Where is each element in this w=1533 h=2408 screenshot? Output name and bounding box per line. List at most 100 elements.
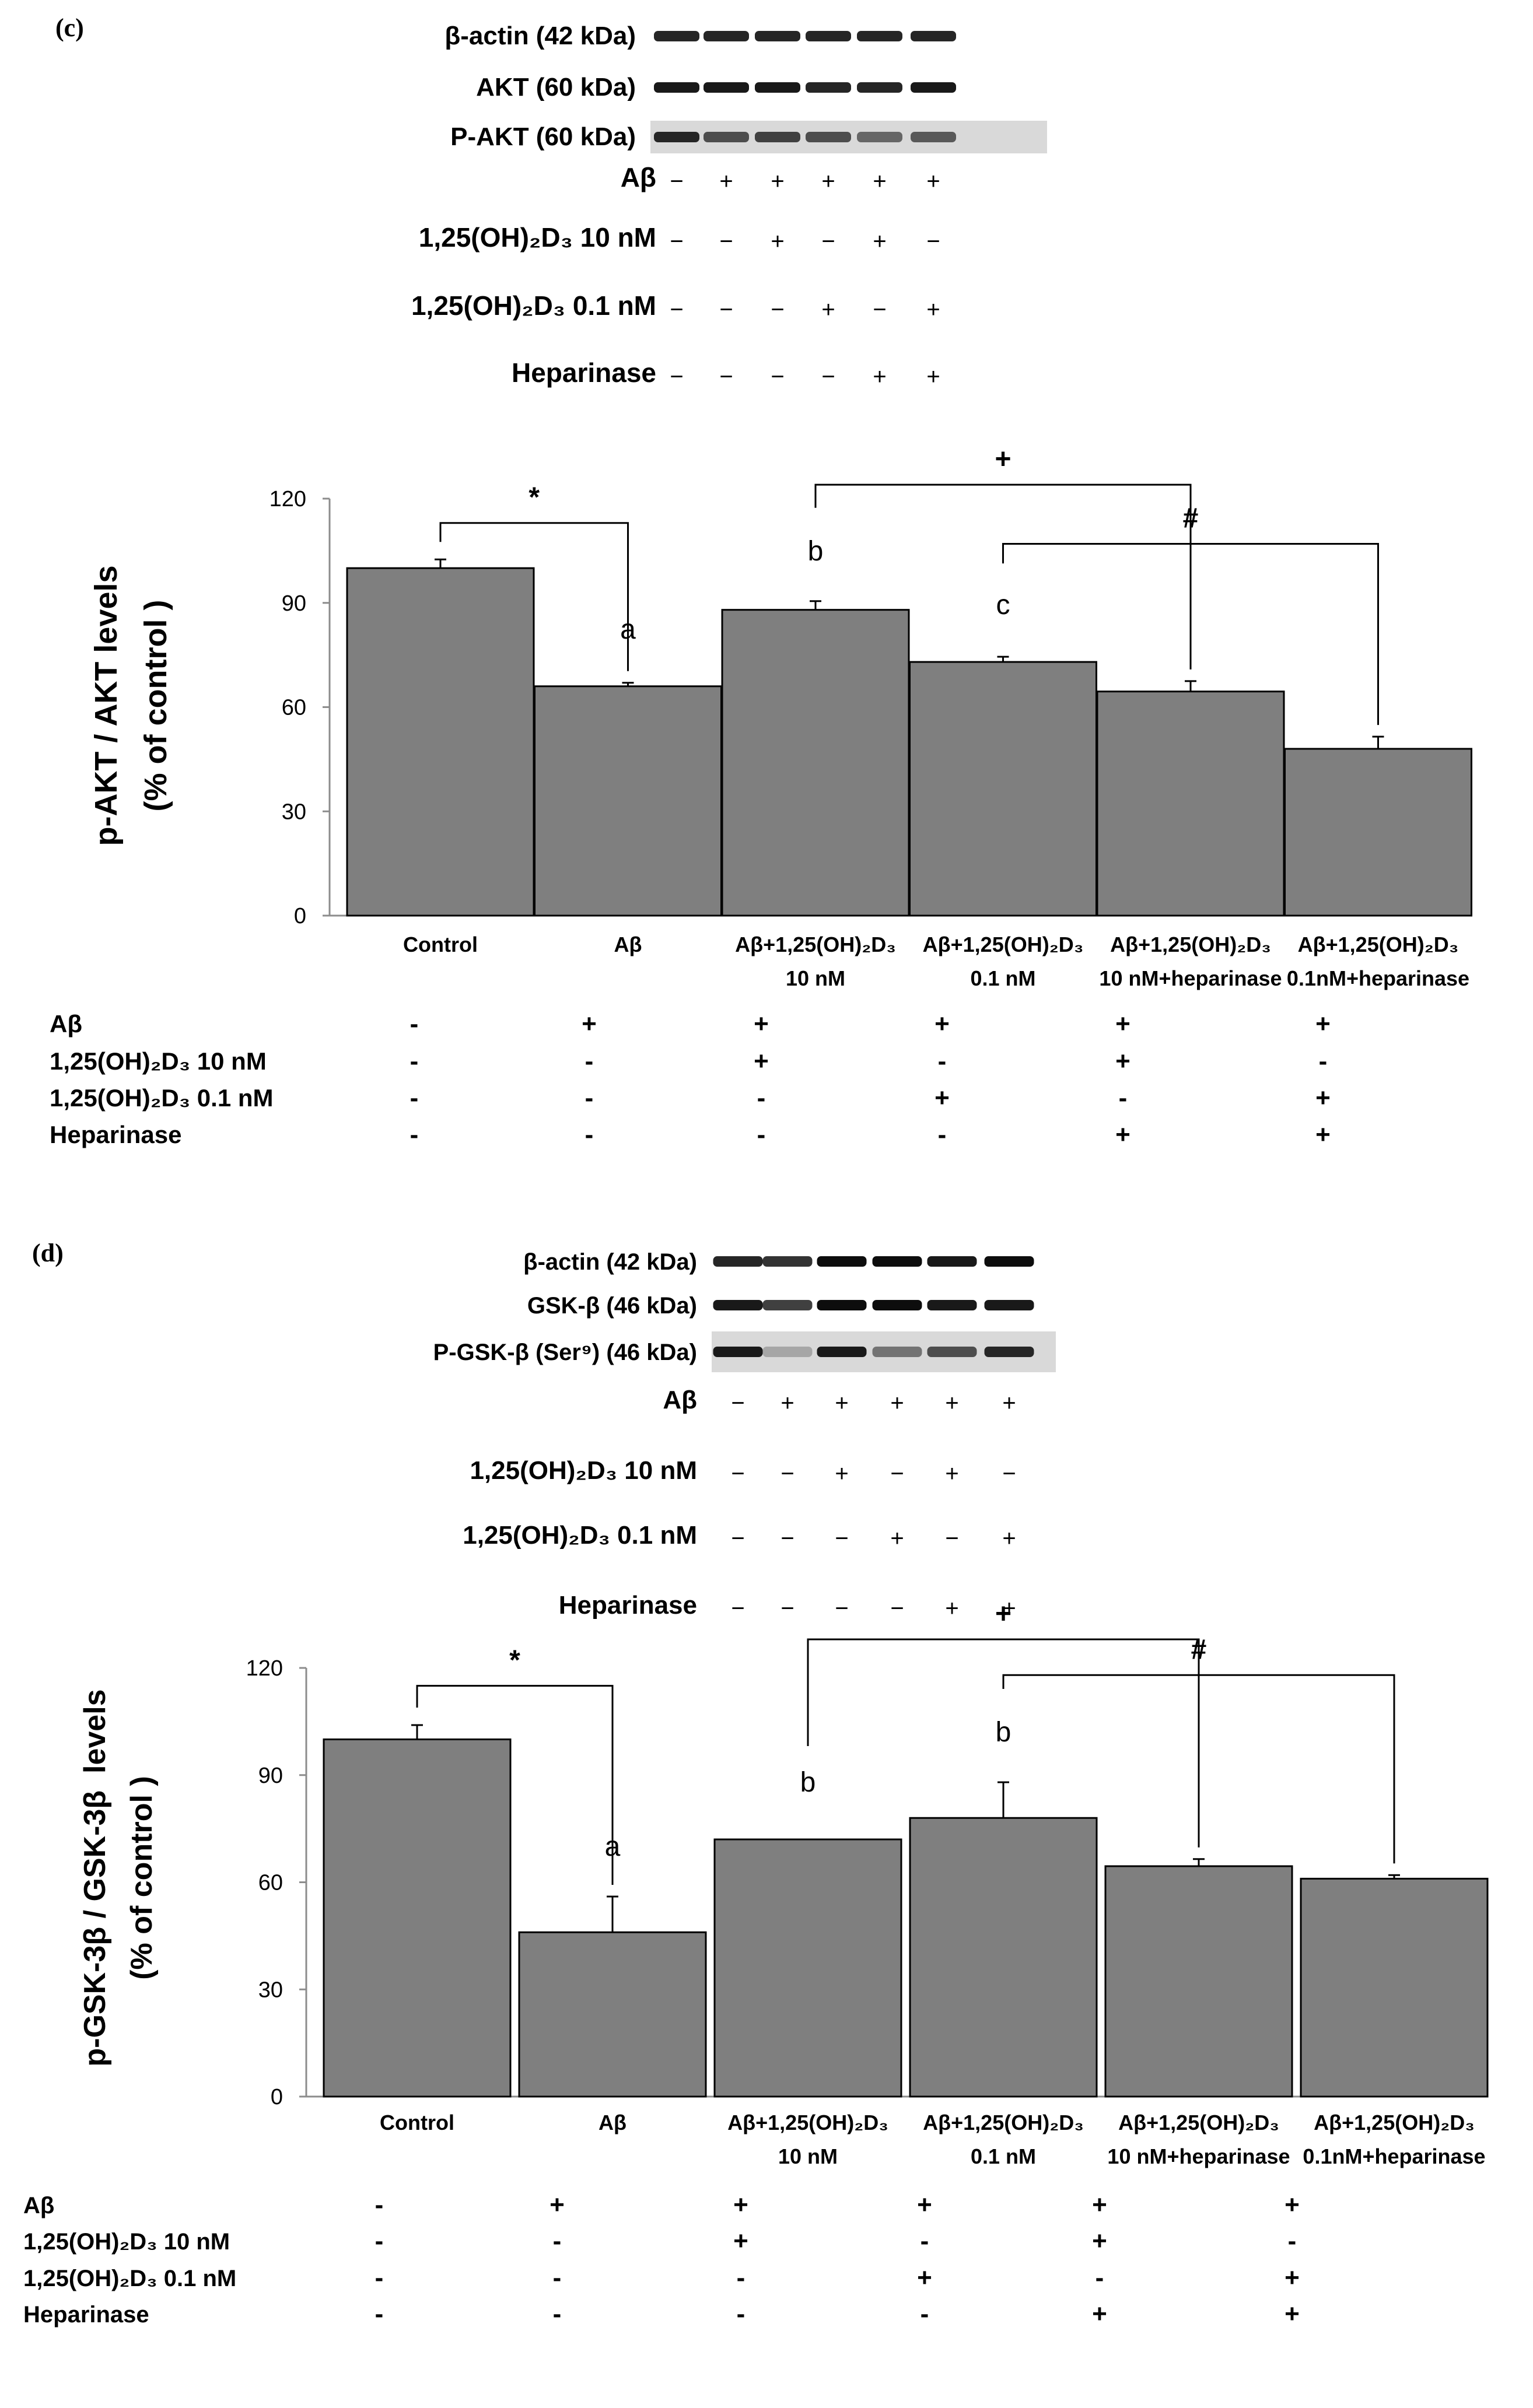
blot-condition-sign: − — [945, 1526, 958, 1551]
condition-table-sign: - — [1096, 2263, 1104, 2292]
bracket-line — [807, 1638, 1200, 1848]
bar-significance-letter: b — [800, 1767, 816, 1798]
blot-condition-label: Heparinase — [559, 1591, 697, 1620]
blot-label: P-GSK-β (Ser⁹) (46 kDa) — [433, 1340, 697, 1365]
blot-label: β-actin (42 kDa) — [444, 22, 636, 50]
significance-bracket: * — [439, 482, 629, 671]
condition-table-sign: - — [410, 1047, 419, 1075]
blot-condition-sign: − — [670, 229, 683, 254]
blot-condition-sign: − — [873, 297, 886, 323]
blot-label: β-actin (42 kDa) — [523, 1249, 697, 1275]
category-label: 10 nM — [786, 966, 845, 990]
blot-condition-sign: − — [719, 229, 733, 254]
condition-table-sign: - — [585, 1120, 594, 1149]
bar — [518, 1931, 707, 2098]
category-label: Aβ+1,25(OH)₂D₃ — [923, 933, 1084, 956]
panel-c-svg: (c) β-actin (42 kDa) AKT (60 kDa) P-AKT (60… — [50, 13, 1472, 1149]
blot-row: P-GSK-β (Ser⁹) (46 kDa) — [433, 1331, 1056, 1372]
blot-row: β-actin (42 kDa) — [444, 22, 956, 50]
blot-condition-sign: + — [873, 364, 886, 390]
condition-table-sign: - — [1319, 1047, 1328, 1075]
condition-table-label: Heparinase — [23, 2302, 149, 2328]
blot-condition-sign: − — [670, 169, 683, 194]
blot-condition-sign: + — [926, 169, 940, 194]
condition-table-row: 1,25(OH)₂D₃ 0.1 nM - - - + - + — [23, 2263, 1300, 2292]
condition-table-sign: - — [757, 1084, 766, 1112]
blot-condition-sign: − — [780, 1526, 794, 1551]
blot-condition-sign: − — [835, 1526, 848, 1551]
condition-table-sign: + — [1284, 2263, 1300, 2292]
condition-table-sign: - — [375, 2300, 384, 2328]
blot-condition-sign: − — [731, 1390, 744, 1416]
condition-table-label: Aβ — [23, 2193, 54, 2218]
y-tick-label: 0 — [294, 904, 306, 928]
blot-band — [911, 132, 956, 142]
blot-condition-sign: + — [835, 1461, 848, 1487]
blot-band — [857, 31, 902, 41]
bracket-line — [416, 1685, 614, 1885]
blot-row: P-AKT (60 kDa) — [450, 121, 1047, 153]
blot-band — [806, 82, 851, 93]
blot-condition-sign: + — [926, 297, 940, 323]
condition-table-sign: + — [1315, 1010, 1331, 1038]
blot-condition-sign: − — [835, 1596, 848, 1621]
bar-significance-letter: b — [996, 1717, 1012, 1748]
blot-condition-label: Aβ — [663, 1386, 697, 1414]
bracket-line — [814, 483, 1192, 670]
blot-band — [704, 132, 749, 142]
category-label: 10 nM — [778, 2144, 838, 2168]
blot-band — [713, 1300, 763, 1310]
condition-table-sign: - — [585, 1084, 594, 1112]
blot-condition-sign: + — [771, 229, 784, 254]
bar — [909, 661, 1097, 917]
blot-condition-label: 1,25(OH)₂D₃ 0.1 nM — [411, 290, 656, 321]
blot-condition-row: 1,25(OH)₂D₃ 0.1 nM − − − + − + — [411, 290, 940, 323]
blot-condition-sign: + — [945, 1461, 958, 1487]
blot-condition-sign: + — [1002, 1596, 1016, 1621]
significance-bracket: # — [1002, 1634, 1395, 1864]
blot-band — [872, 1347, 922, 1357]
blot-band — [704, 31, 749, 41]
panel-label: (d) — [32, 1239, 64, 1267]
condition-table-sign: - — [553, 2300, 562, 2328]
category-label: 0.1 nM — [971, 2144, 1036, 2168]
blot-condition-sign: + — [780, 1390, 794, 1416]
blot-condition-sign: − — [821, 364, 835, 390]
blot-condition-row: Heparinase − − − − + + — [512, 357, 940, 390]
blot-condition-row: 1,25(OH)₂D₃ 10 nM − − + − + − — [419, 222, 940, 254]
blot-band — [654, 82, 699, 93]
blot-condition-sign: + — [821, 169, 835, 194]
bar — [1284, 748, 1472, 917]
category-label: Aβ+1,25(OH)₂D₃ — [923, 2111, 1084, 2134]
blot-condition-sign: − — [821, 229, 835, 254]
blot-condition-sign: − — [731, 1461, 744, 1487]
bar — [323, 1738, 512, 2098]
condition-table-sign: + — [733, 2227, 748, 2255]
blot-band — [984, 1347, 1034, 1357]
condition-table-label: 1,25(OH)₂D₃ 0.1 nM — [23, 2266, 236, 2291]
bar — [1104, 1865, 1293, 2098]
bracket-line — [1002, 1674, 1395, 1864]
category-label: Control — [380, 2111, 454, 2134]
condition-table-label: Aβ — [50, 1010, 82, 1037]
condition-table-row: Heparinase - - - - + + — [50, 1120, 1331, 1149]
condition-table-sign: + — [1284, 2190, 1300, 2219]
condition-table-sign: + — [1092, 2300, 1107, 2328]
blot-band — [762, 1300, 813, 1310]
blot-condition-sign: − — [719, 297, 733, 323]
figure-panel-d: (d) β-actin (42 kDa) GSK-β (46 kDa) P-GSK-β… — [0, 1190, 1533, 2408]
bar-significance-letter: c — [996, 590, 1010, 621]
condition-table-sign: + — [935, 1084, 950, 1112]
category-label: Aβ+1,25(OH)₂D₃ — [1118, 2111, 1279, 2134]
y-tick-label: 30 — [258, 1978, 283, 2002]
bar — [721, 609, 910, 917]
significance-bracket: + — [814, 444, 1192, 670]
bracket-symbol: # — [1183, 503, 1199, 534]
blot-condition-sign: + — [1002, 1390, 1016, 1416]
significance-bracket: * — [416, 1645, 614, 1885]
y-axis-label: p-AKT / AKT levels — [89, 565, 124, 846]
blot-label: P-AKT (60 kDa) — [450, 122, 636, 151]
y-axis-label: p-GSK-3β / GSK-3β levels — [78, 1689, 112, 2066]
blot-condition-sign: + — [873, 229, 886, 254]
blot-condition-sign: − — [771, 297, 784, 323]
